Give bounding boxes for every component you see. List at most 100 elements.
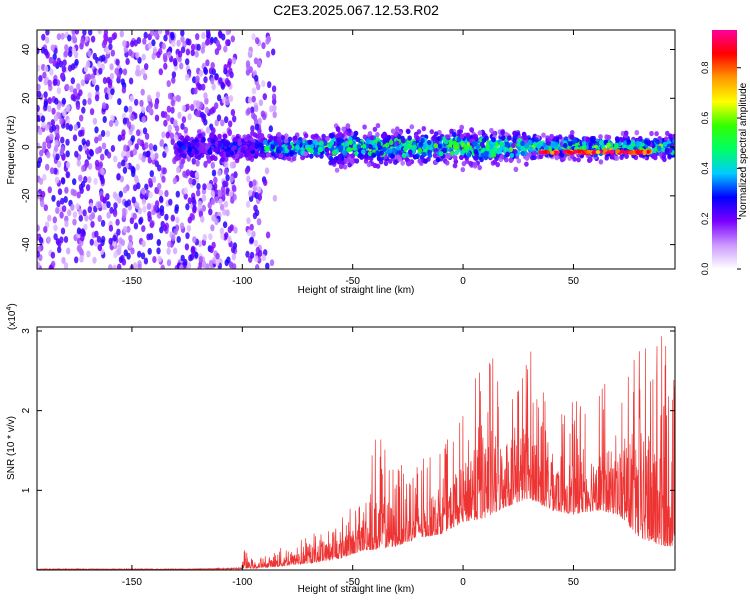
heatmap-cell	[428, 145, 433, 151]
heatmap-cell	[377, 145, 383, 151]
heatmap-cell	[603, 148, 608, 153]
heatmap-cell	[220, 82, 226, 90]
snr-x-ticks: -150 -100 -50 0 50	[122, 327, 580, 588]
heatmap-cell	[78, 130, 83, 137]
heatmap-cell	[37, 224, 40, 232]
heatmap-cell	[70, 77, 76, 85]
heatmap-cell	[46, 142, 52, 149]
heatmap-cell	[265, 152, 271, 158]
heatmap-cell	[209, 246, 214, 254]
heatmap-cell	[80, 180, 86, 188]
heatmap-cell	[214, 102, 219, 110]
heatmap-cell	[233, 226, 238, 234]
heatmap-cell	[211, 169, 217, 177]
heatmap-cell	[102, 38, 108, 46]
heatmap-cell	[82, 98, 87, 106]
heatmap-cell	[210, 224, 215, 232]
heatmap-cell	[112, 210, 118, 218]
heatmap-cell	[97, 201, 102, 209]
spectrogram-cells	[37, 30, 675, 269]
heatmap-cell	[78, 214, 84, 222]
heatmap-cell	[180, 35, 185, 43]
heatmap-cell	[139, 99, 144, 107]
heatmap-cell	[341, 126, 347, 132]
heatmap-cell	[254, 143, 259, 150]
heatmap-cell	[64, 44, 69, 52]
heatmap-cell	[65, 150, 70, 158]
heatmap-cell	[130, 247, 135, 255]
heatmap-cell	[194, 149, 199, 155]
heatmap-cell	[45, 163, 50, 171]
heatmap-cell	[485, 144, 490, 150]
heatmap-cell	[251, 230, 256, 238]
heatmap-cell	[149, 30, 155, 37]
heatmap-cell	[43, 100, 48, 108]
heatmap-cell	[100, 153, 105, 161]
colorbar: 0.0 0.2 0.4 0.6 0.8 Normalized spectral ampl…	[700, 30, 749, 275]
heatmap-cell	[76, 227, 82, 235]
snr-x-tick-label: 50	[568, 577, 580, 588]
heatmap-cell	[194, 171, 200, 179]
heatmap-cell	[214, 196, 219, 204]
heatmap-cell	[475, 144, 481, 150]
heatmap-cell	[53, 233, 58, 241]
heatmap-cell	[82, 209, 87, 217]
heatmap-cell	[336, 159, 342, 165]
heatmap-cell	[201, 148, 207, 154]
heatmap-cell	[206, 183, 211, 190]
colorbar-tick-label: 0.4	[700, 162, 710, 175]
heatmap-cell	[664, 147, 670, 153]
heatmap-cell	[563, 142, 568, 149]
heatmap-cell	[117, 196, 122, 204]
heatmap-cell	[368, 144, 373, 150]
heatmap-cell	[251, 33, 256, 41]
heatmap-cell	[102, 116, 107, 123]
heatmap-cell	[63, 50, 68, 58]
heatmap-cell	[132, 212, 137, 220]
heatmap-cell	[158, 195, 164, 203]
heatmap-cell	[93, 177, 98, 185]
heatmap-cell	[113, 155, 118, 163]
heatmap-cell	[205, 59, 210, 67]
heatmap-cell	[197, 265, 202, 269]
heatmap-cell	[80, 165, 86, 172]
spectrogram-y-tick-label: -40	[21, 237, 32, 252]
heatmap-cell	[81, 106, 86, 114]
heatmap-cell	[171, 40, 176, 48]
heatmap-cell	[128, 49, 133, 57]
heatmap-cell	[133, 222, 139, 230]
heatmap-cell	[223, 200, 229, 208]
heatmap-cell	[473, 155, 478, 161]
heatmap-cell	[56, 200, 61, 208]
heatmap-cell	[148, 191, 153, 199]
heatmap-cell	[372, 142, 378, 148]
heatmap-cell	[253, 57, 259, 65]
heatmap-cell	[66, 104, 71, 112]
heatmap-cell	[141, 155, 146, 163]
heatmap-cell	[85, 139, 91, 147]
heatmap-cell	[271, 93, 277, 101]
heatmap-cell	[433, 143, 439, 149]
heatmap-cell	[412, 144, 417, 150]
heatmap-cell	[349, 159, 355, 165]
heatmap-cell	[221, 190, 226, 198]
heatmap-cell	[146, 105, 152, 113]
heatmap-cell	[170, 106, 175, 114]
heatmap-cell	[137, 250, 142, 258]
heatmap-cell	[219, 151, 224, 157]
heatmap-cell	[88, 30, 93, 36]
heatmap-cell	[130, 114, 135, 121]
heatmap-cell	[335, 127, 341, 133]
heatmap-cell	[149, 221, 154, 229]
heatmap-cell	[228, 67, 233, 75]
heatmap-cell	[179, 264, 184, 269]
heatmap-cell	[220, 119, 225, 127]
heatmap-cell	[166, 259, 172, 267]
heatmap-cell	[229, 161, 235, 169]
heatmap-cell	[143, 31, 148, 39]
heatmap-cell	[65, 83, 70, 91]
heatmap-cell	[538, 150, 543, 155]
heatmap-cell	[101, 102, 107, 110]
heatmap-cell	[120, 78, 126, 86]
